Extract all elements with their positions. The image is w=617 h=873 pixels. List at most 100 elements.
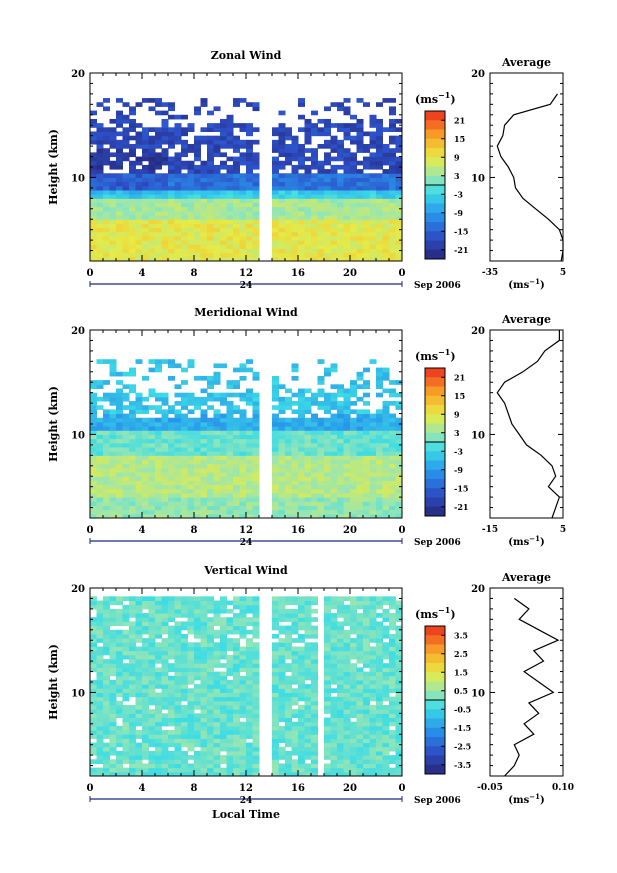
heatmap-cell [148,501,156,506]
heatmap-cell [350,194,357,199]
heatmap-cell [376,730,383,735]
heatmap-cell [135,240,143,245]
heatmap-cell [135,256,143,262]
heatmap-cell [311,181,318,187]
heatmap-cell [389,700,396,706]
heatmap-cell [174,442,182,448]
heatmap-cell [90,497,97,502]
heatmap-cell [142,484,149,490]
heatmap-cell [246,709,253,714]
heatmap-cell [291,148,299,153]
y-tick-label: 20 [71,69,85,80]
heatmap-cell [155,215,162,220]
heatmap-cell [174,675,182,681]
heatmap-cell [311,767,318,773]
heatmap-cell [142,231,149,237]
heatmap-cell [233,451,240,456]
heatmap-cell [103,135,110,141]
heatmap-cell [389,194,396,199]
heatmap-cell [239,650,247,656]
heatmap-cell [356,430,364,435]
heatmap-cell [304,189,312,195]
heatmap-cell [207,650,214,656]
heatmap-cell [363,164,370,170]
heatmap-cell [285,206,292,212]
heatmap-cell [155,709,162,714]
heatmap-cell [174,430,182,435]
heatmap-cell [278,600,286,606]
heatmap-cell [343,185,351,191]
heatmap-cell [233,696,240,702]
heatmap-cell [161,173,169,178]
heatmap-cell [174,608,182,614]
heatmap-cell [363,206,370,212]
heatmap-cell [239,459,247,465]
heatmap-cell [356,659,364,664]
heatmap-cell [226,202,234,208]
heatmap-cell [122,730,130,735]
heatmap-cell [272,742,279,748]
heatmap-cell [213,608,221,614]
heatmap-cell [194,608,201,614]
heatmap-cell [337,463,344,469]
heatmap-cell [109,734,117,739]
heatmap-cell [129,144,136,149]
heatmap-cell [220,139,227,145]
heatmap-cell [109,235,117,241]
heatmap-cell [382,421,390,427]
heatmap-cell [161,148,169,153]
heatmap-cell [96,663,104,668]
heatmap-cell [356,434,364,440]
heatmap-cell [382,488,390,494]
heatmap-cell [90,405,97,410]
heatmap-cell [246,679,253,685]
heatmap-cell [395,231,403,237]
heatmap-cell [350,596,357,602]
heatmap-cell [324,459,331,465]
heatmap-cell [311,730,318,735]
x-tick-label: 12 [239,268,253,279]
heatmap-cell [350,434,357,440]
heatmap-cell [376,181,383,187]
heatmap-cell [142,692,149,698]
heatmap-cell [291,442,299,448]
heatmap-cell [135,684,143,689]
heatmap-cell [220,501,227,506]
heatmap-cell [148,709,156,714]
heatmap-cell [233,380,240,385]
heatmap-cell [311,667,318,673]
heatmap-cell [330,596,338,602]
heatmap-cell [278,463,286,469]
heatmap-cell [174,679,182,685]
heatmap-cell [363,438,370,444]
heatmap-cell [350,472,357,477]
heatmap-cell [194,185,201,191]
heatmap-cell [369,692,377,698]
heatmap-cell [330,123,338,128]
heatmap-cell [252,231,260,237]
colorbar-tick-label: 15 [454,391,465,401]
heatmap-cell [382,98,390,103]
heatmap-cell [395,472,403,477]
heatmap-cell [285,692,292,698]
heatmap-cell [135,625,143,631]
heatmap-cell [239,210,247,216]
heatmap-cell [226,434,234,440]
heatmap-cell [148,430,156,435]
heatmap-cell [220,709,227,714]
heatmap-cell [317,235,325,241]
heatmap-cell [135,600,143,606]
heatmap-cell [246,392,253,398]
heatmap-cell [220,771,227,777]
heatmap-cell [278,210,286,216]
heatmap-cell [174,215,182,220]
heatmap-cell [369,476,377,481]
heatmap-cell [142,663,149,668]
heatmap-cell [356,189,364,195]
heatmap-cell [369,131,377,137]
heatmap-cell [103,392,110,398]
heatmap-cell [194,219,201,224]
heatmap-cell [226,709,234,714]
heatmap-cell [324,671,331,677]
